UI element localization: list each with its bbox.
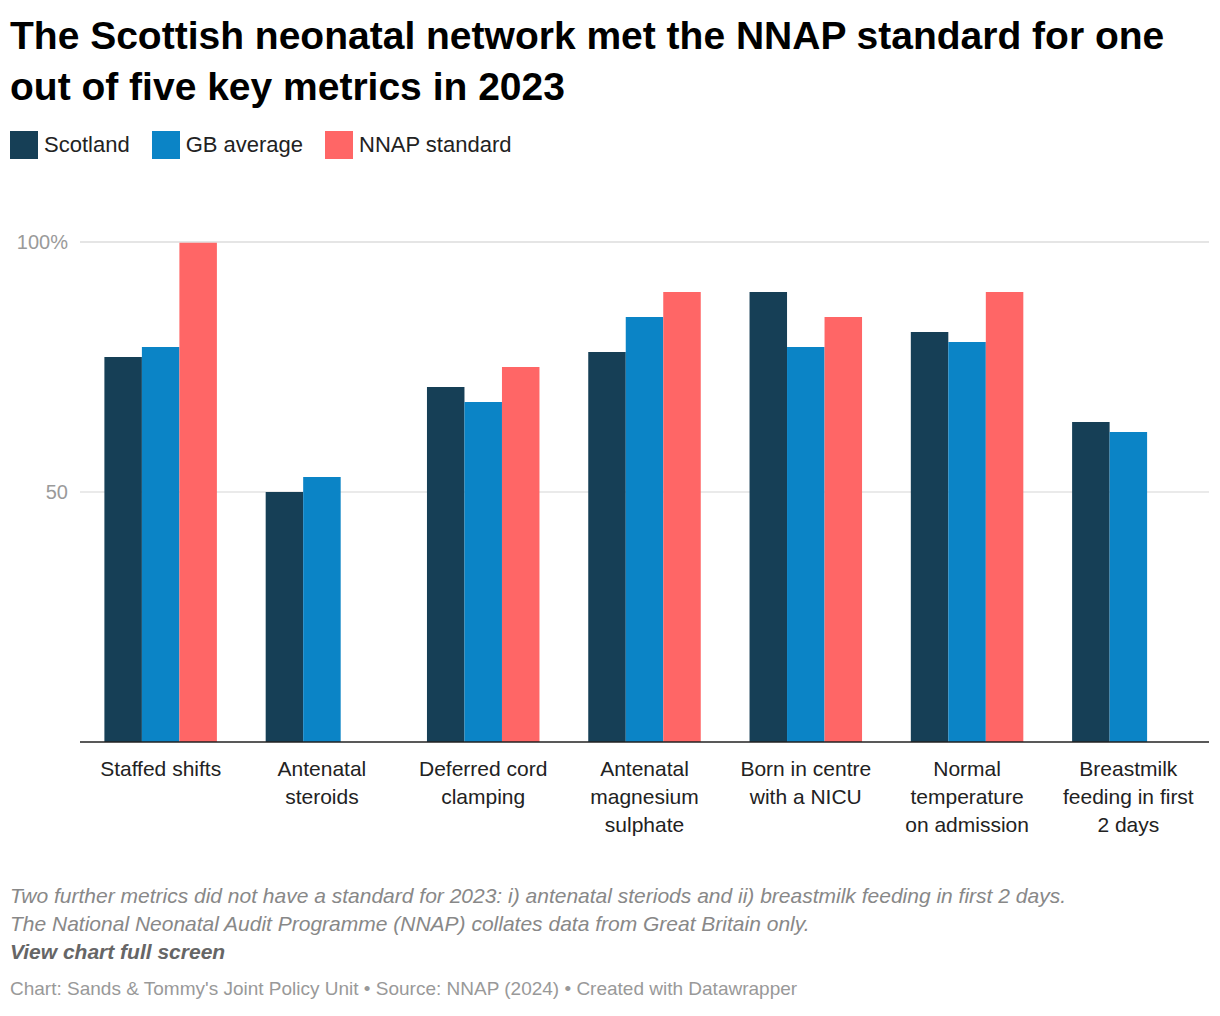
bar xyxy=(104,357,141,742)
bars xyxy=(104,242,1147,742)
bar xyxy=(626,317,664,742)
legend-label: NNAP standard xyxy=(359,132,511,158)
legend-item: NNAP standard xyxy=(325,131,511,159)
bar xyxy=(663,292,701,742)
annotation: Two further metrics did not have a stand… xyxy=(10,882,1215,910)
bar xyxy=(986,292,1024,742)
chart: 50 100% Staffed shifts Antenatalsteroids Def… xyxy=(0,0,1220,1016)
tick-label: 100% xyxy=(17,231,68,253)
annotation: The National Neonatal Audit Programme (N… xyxy=(10,910,1215,938)
category-label: Antenatalsteroids xyxy=(278,757,367,808)
bar xyxy=(179,242,217,742)
bar xyxy=(948,342,986,742)
bar xyxy=(1110,432,1148,742)
legend-swatch xyxy=(10,131,38,159)
category-label: Breastmilkfeeding in first2 days xyxy=(1063,757,1194,836)
legend-swatch xyxy=(152,131,180,159)
legend-item: GB average xyxy=(152,131,303,159)
range-top xyxy=(80,241,1209,243)
title: The Scottish neonatal network met the NN… xyxy=(10,10,1205,112)
notes: Two further metrics did not have a stand… xyxy=(10,882,1215,938)
legend-label: Scotland xyxy=(44,132,130,158)
category-label: Antenatalmagnesiumsulphate xyxy=(590,757,699,836)
grid-line xyxy=(80,241,1209,243)
bar xyxy=(787,347,825,742)
category-label: Deferred cordclamping xyxy=(419,757,547,808)
bar xyxy=(464,402,502,742)
bar xyxy=(825,317,863,742)
link[interactable]: View chart full screen xyxy=(10,940,225,964)
tick-label: 50 xyxy=(46,481,68,503)
bar xyxy=(911,332,949,742)
category-label: Staffed shifts xyxy=(100,757,221,780)
legend: Scotland GB average NNAP standard xyxy=(10,131,511,159)
bar xyxy=(502,367,540,742)
legend-label: GB average xyxy=(186,132,303,158)
bar xyxy=(266,492,304,742)
bar xyxy=(750,292,788,742)
bar xyxy=(427,387,465,742)
legend-item: Scotland xyxy=(10,131,130,159)
category-label: Normaltemperatureon admission xyxy=(905,757,1029,836)
legend-swatch xyxy=(325,131,353,159)
bar xyxy=(588,352,626,742)
x-axis xyxy=(80,741,1209,743)
source: Chart: Sands & Tommy's Joint Policy Unit… xyxy=(10,978,797,1000)
bar xyxy=(303,477,341,742)
bar xyxy=(1072,422,1110,742)
category-label: Born in centrewith a NICU xyxy=(740,757,871,808)
bar xyxy=(142,347,180,742)
